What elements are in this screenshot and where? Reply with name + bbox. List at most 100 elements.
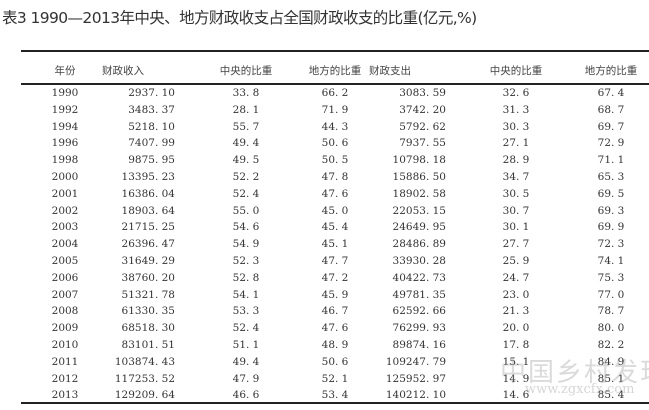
cell-expenditure: 24649. 95	[392, 221, 446, 234]
cell-expenditure-local-share: 69. 7	[597, 120, 625, 133]
header-revenue-central-share: 中央的比重	[219, 65, 273, 77]
cell-revenue-local-share: 71. 9	[321, 103, 349, 116]
cell-revenue-central-share: 55. 7	[232, 120, 260, 133]
cell-revenue-local-share: 44. 3	[321, 120, 349, 133]
cell-expenditure-local-share: 65. 3	[597, 171, 625, 183]
cell-expenditure-local-share: 69. 9	[597, 221, 625, 234]
bottom-rule	[21, 402, 649, 404]
cell-revenue-local-share: 47. 6	[321, 187, 349, 200]
cell-revenue-local-share: 66. 2	[321, 87, 349, 99]
cell-revenue-central-share: 51. 1	[232, 339, 260, 351]
cell-revenue: 38760. 20	[121, 271, 175, 284]
cell-year: 2011	[51, 355, 79, 368]
cell-expenditure: 3742. 20	[399, 103, 446, 116]
watermark-url: www.zgxcfx.com	[525, 382, 635, 397]
cell-revenue-local-share: 46. 7	[321, 305, 349, 318]
cell-revenue-central-share: 52. 4	[232, 322, 260, 335]
cell-revenue-local-share: 45. 1	[321, 238, 349, 251]
cell-year: 2005	[51, 255, 79, 267]
cell-expenditure-local-share: 85. 4	[597, 389, 625, 402]
cell-year: 2012	[51, 372, 79, 385]
cell-revenue-central-share: 49. 4	[232, 137, 260, 150]
cell-expenditure-local-share: 67. 4	[597, 87, 625, 99]
cell-year: 2003	[51, 221, 79, 234]
cell-revenue-local-share: 47. 6	[321, 322, 349, 335]
cell-expenditure: 109247. 79	[385, 355, 446, 368]
cell-expenditure: 15886. 50	[392, 171, 446, 183]
cell-revenue: 68518. 30	[121, 322, 175, 335]
cell-year: 2006	[51, 271, 79, 284]
cell-revenue-central-share: 53. 3	[232, 305, 260, 318]
cell-year: 2009	[51, 322, 79, 335]
cell-revenue-local-share: 45. 0	[321, 204, 349, 217]
cell-expenditure-local-share: 82. 2	[597, 339, 625, 351]
cell-year: 2010	[51, 339, 79, 351]
cell-revenue-central-share: 52. 3	[232, 255, 260, 267]
cell-expenditure: 5792. 62	[399, 120, 446, 133]
cell-revenue: 51321. 78	[121, 288, 175, 301]
header-revenue: 财政收入	[102, 65, 144, 77]
table-title: 表3 1990—2013年中央、地方财政收支占全国财政收支的比重(亿元,%)	[2, 9, 477, 27]
cell-expenditure: 18902. 58	[392, 187, 446, 200]
cell-revenue: 103874. 43	[114, 355, 175, 368]
cell-revenue-local-share: 50. 5	[321, 154, 349, 167]
cell-expenditure-central-share: 14. 9	[502, 372, 530, 385]
cell-expenditure: 33930. 28	[392, 255, 446, 267]
cell-expenditure-central-share: 31. 3	[502, 103, 530, 116]
cell-expenditure-central-share: 27. 7	[502, 238, 530, 251]
cell-year: 2008	[51, 305, 79, 318]
cell-revenue-central-share: 54. 9	[232, 238, 260, 251]
cell-expenditure: 10798. 18	[392, 154, 446, 167]
cell-year: 2004	[51, 238, 79, 251]
cell-year: 1990	[51, 87, 79, 99]
cell-year: 1992	[51, 103, 79, 116]
cell-expenditure-local-share: 71. 1	[597, 154, 625, 167]
cell-expenditure: 7937. 55	[399, 137, 446, 150]
cell-revenue: 13395. 23	[121, 171, 175, 183]
cell-year: 2013	[51, 389, 79, 402]
cell-revenue-local-share: 47. 8	[321, 171, 349, 183]
cell-year: 2002	[51, 204, 79, 217]
cell-expenditure-local-share: 72. 3	[597, 238, 625, 251]
cell-expenditure-central-share: 30. 5	[502, 187, 530, 200]
cell-expenditure-central-share: 30. 3	[502, 120, 530, 133]
cell-revenue-local-share: 50. 6	[321, 137, 349, 150]
cell-expenditure: 28486. 89	[392, 238, 446, 251]
cell-expenditure-central-share: 34. 7	[502, 171, 530, 183]
watermark-logo: 中国乡村发现网	[500, 358, 649, 388]
cell-expenditure: 22053. 15	[392, 204, 446, 217]
cell-revenue-local-share: 48. 9	[321, 339, 349, 351]
cell-revenue-central-share: 52. 4	[232, 187, 260, 200]
cell-expenditure-local-share: 74. 1	[597, 255, 625, 267]
cell-revenue-local-share: 50. 6	[321, 355, 349, 368]
cell-expenditure-central-share: 17. 8	[502, 339, 530, 351]
cell-expenditure-central-share: 24. 7	[502, 271, 530, 284]
cell-expenditure-central-share: 32. 6	[502, 87, 530, 99]
cell-year: 2007	[51, 288, 79, 301]
cell-revenue-central-share: 47. 9	[232, 372, 260, 385]
header-expenditure-central-share: 中央的比重	[489, 65, 543, 77]
cell-revenue: 2937. 10	[128, 87, 175, 99]
cell-expenditure-central-share: 15. 1	[502, 355, 530, 368]
top-rule	[21, 50, 649, 52]
cell-expenditure-central-share: 25. 9	[502, 255, 530, 267]
cell-revenue-central-share: 49. 4	[232, 355, 260, 368]
cell-revenue-central-share: 52. 8	[232, 271, 260, 284]
header-expenditure-local-share: 地方的比重	[584, 65, 638, 77]
cell-year: 2000	[51, 171, 79, 183]
cell-expenditure-central-share: 14. 6	[502, 389, 530, 402]
cell-revenue-central-share: 28. 1	[232, 103, 260, 116]
cell-expenditure-local-share: 69. 5	[597, 187, 625, 200]
cell-expenditure: 89874. 16	[392, 339, 446, 351]
cell-expenditure-local-share: 85. 1	[597, 372, 625, 385]
cell-expenditure-central-share: 30. 1	[502, 221, 530, 234]
cell-revenue: 9875. 95	[128, 154, 175, 167]
cell-revenue-local-share: 53. 4	[321, 389, 349, 402]
cell-year: 1994	[51, 120, 79, 133]
cell-year: 2001	[51, 187, 79, 200]
cell-expenditure-central-share: 30. 7	[502, 204, 530, 217]
cell-revenue: 117253. 52	[114, 372, 175, 385]
header-rule	[21, 83, 649, 85]
cell-revenue-local-share: 47. 7	[321, 255, 349, 267]
cell-expenditure-central-share: 27. 1	[502, 137, 530, 150]
